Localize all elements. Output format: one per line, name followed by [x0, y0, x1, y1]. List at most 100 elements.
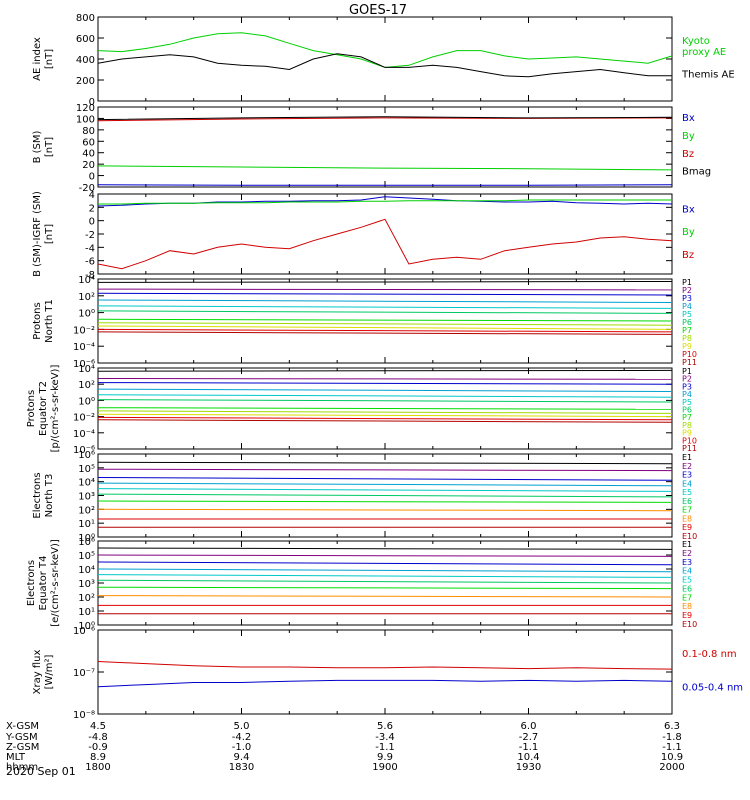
- legend-bmag: Bmag: [682, 167, 711, 178]
- legend-e10: E10: [682, 620, 697, 629]
- ephemeris-row-label: Y-GSM: [5, 732, 38, 743]
- panel-frame: [97, 16, 673, 102]
- y-tick-label: 800: [76, 13, 95, 24]
- y-tick-label: 10⁻⁴: [73, 429, 95, 440]
- ephemeris-value: -0.9: [88, 742, 108, 753]
- y-axis-label: [nT]: [44, 49, 55, 69]
- series-line-prot_n: [97, 299, 673, 303]
- series-line-prot_n: [97, 331, 673, 335]
- y-tick-label: 10⁵: [78, 551, 95, 562]
- y-tick-label: 100: [76, 114, 95, 125]
- y-axis-label: North T1: [44, 299, 55, 343]
- legend-e1: E1: [682, 453, 692, 462]
- series-line-bigrf: [97, 218, 673, 270]
- series-line-elec_e: [97, 554, 673, 557]
- y-tick-label: 10⁻⁴: [73, 342, 95, 353]
- y-tick-label: -20: [79, 183, 95, 194]
- series-line-prot_n: [97, 318, 673, 322]
- y-tick-label: 40: [82, 149, 95, 160]
- series-line-elec_e: [97, 561, 673, 566]
- ephemeris-value: -4.2: [232, 732, 252, 743]
- ephemeris-value: 1930: [516, 762, 541, 773]
- series-line-prot_e: [97, 369, 673, 372]
- series-line-prot_e: [97, 413, 673, 418]
- ephemeris-value: -3.4: [375, 732, 395, 743]
- y-tick-label: 10⁵: [78, 464, 95, 475]
- y-tick-label: 10⁻⁷: [73, 668, 95, 679]
- series-line-elec_n: [97, 488, 673, 492]
- ephemeris-value: -1.1: [375, 742, 395, 753]
- legend-e2: E2: [682, 462, 692, 471]
- y-tick-label: 10¹: [78, 607, 95, 618]
- y-tick-label: 600: [76, 34, 95, 45]
- series-line-elec_e: [97, 574, 673, 578]
- legend-e5: E5: [682, 576, 692, 585]
- series-line-elec_e: [97, 579, 673, 584]
- legend-p10: P10: [682, 436, 697, 445]
- y-tick-label: 10⁴: [78, 275, 95, 286]
- legend-bx: Bx: [682, 113, 695, 124]
- y-axis-label: [W/m²]: [44, 654, 55, 689]
- legend-e5: E5: [682, 488, 692, 497]
- legend-e4: E4: [682, 479, 692, 488]
- y-tick-label: 60: [82, 137, 95, 148]
- y-tick-label: 10⁻⁸: [73, 710, 95, 721]
- ephemeris-value: 5.6: [377, 721, 393, 732]
- legend-p1: P1: [682, 278, 692, 287]
- legend-kyoto-proxy-ae: proxy AE: [682, 47, 726, 58]
- ephemeris-value: -1.1: [519, 742, 539, 753]
- series-line-prot_n: [97, 328, 673, 333]
- y-tick-label: 10⁰: [78, 621, 95, 632]
- legend-e9: E9: [682, 611, 692, 620]
- y-axis-label: Protons: [32, 302, 43, 339]
- plot-title: GOES-17: [349, 3, 407, 18]
- legend-p2: P2: [682, 286, 692, 295]
- series-line-elec_n: [97, 500, 673, 503]
- panel-bigrf: -8 -6 -4 -2 0 2 4 B (SM)-IGRF (SM) [nT] Bx By Bz: [32, 190, 695, 281]
- legend-p5: P5: [682, 398, 692, 407]
- series-line-elec_e: [97, 595, 673, 598]
- legend-themis-ae: Themis AE: [681, 69, 735, 80]
- y-axis-label: B (SM): [32, 130, 43, 163]
- legend-p3: P3: [682, 382, 692, 391]
- y-axis-label: B (SM)-IGRF (SM): [32, 191, 43, 277]
- legend-p9: P9: [682, 429, 692, 438]
- legend-p2: P2: [682, 375, 692, 384]
- y-tick-label: 10⁴: [78, 364, 95, 375]
- series-line-elec_e: [97, 568, 673, 573]
- y-axis-label: [nT]: [44, 137, 55, 157]
- series-line-prot_n: [97, 322, 673, 326]
- y-tick-label: 10²: [78, 593, 95, 604]
- y-tick-label: 10³: [78, 579, 95, 590]
- y-tick-label: 10⁻²: [73, 413, 95, 424]
- legend-p11: P11: [682, 358, 697, 367]
- legend-0.1-0.8-nm: 0.1-0.8 nm: [682, 649, 737, 660]
- legend-bx: Bx: [682, 204, 695, 215]
- y-tick-label: 10⁻²: [73, 325, 95, 336]
- legend-e6: E6: [682, 497, 692, 506]
- y-tick-label: 200: [76, 76, 95, 87]
- y-axis-label: Equator T4: [38, 556, 49, 611]
- series-line-prot_e: [97, 378, 673, 380]
- legend-p11: P11: [682, 444, 697, 453]
- series-line-bsm: [97, 117, 673, 122]
- ephemeris-value: 1800: [85, 762, 110, 773]
- legend-p3: P3: [682, 294, 692, 303]
- ephemeris-value: 9.9: [377, 752, 393, 763]
- y-axis-label: Electrons: [26, 560, 37, 606]
- series-line-bigrf: [98, 199, 672, 205]
- legend-e3: E3: [682, 471, 692, 480]
- series-line-prot_e: [97, 394, 673, 398]
- ephemeris-row-label: Z-GSM: [6, 742, 39, 753]
- series-line-prot_n: [97, 281, 673, 283]
- ephemeris-value: 10.4: [517, 752, 539, 763]
- panel-frame: [97, 629, 673, 715]
- ephemeris-value: 9.4: [234, 752, 250, 763]
- y-tick-label: 80: [82, 126, 95, 137]
- y-tick-label: 10²: [78, 380, 95, 391]
- y-tick-label: -2: [85, 230, 95, 241]
- legend-e4: E4: [682, 567, 692, 576]
- legend-p7: P7: [682, 326, 692, 335]
